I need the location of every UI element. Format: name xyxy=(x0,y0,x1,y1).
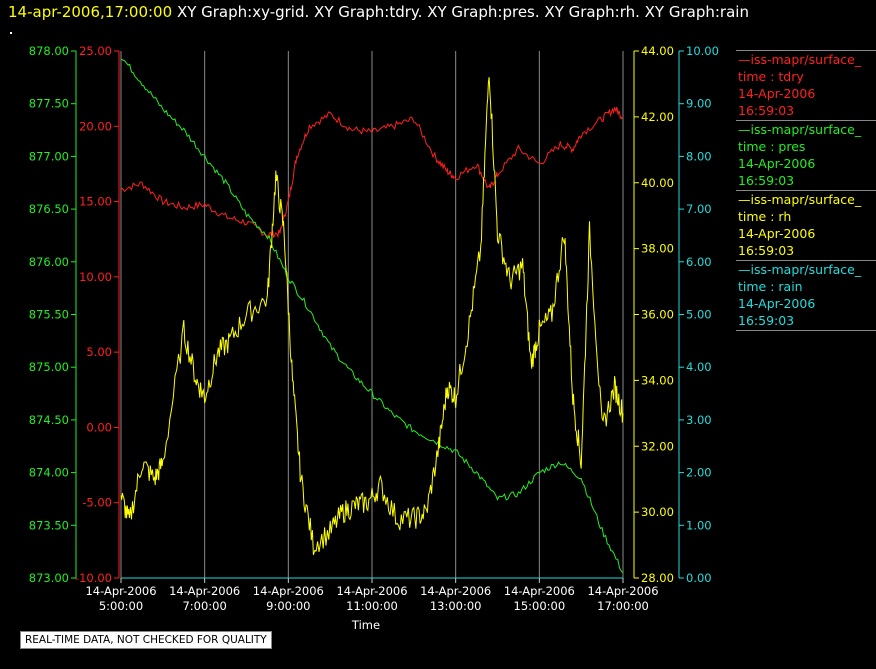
title-graph-xy-grid: XY Graph:xy-grid. xyxy=(176,3,310,21)
rain-tick-label: 6.00 xyxy=(686,255,712,269)
tdry-tick-label: 25.00 xyxy=(79,44,112,58)
pres-tick-label: 874.50 xyxy=(29,413,69,427)
x-tick-label-date: 14-Apr-2006 xyxy=(504,584,575,598)
title-graph-tdry: XY Graph:tdry. xyxy=(314,3,423,21)
x-tick-label-time: 13:00:00 xyxy=(430,599,482,613)
legend-var: time : pres xyxy=(738,139,806,154)
rain-tick-label: 3.00 xyxy=(686,413,712,427)
x-tick-label-time: 9:00:00 xyxy=(266,599,310,613)
tdry-tick-label: -10.00 xyxy=(75,571,112,585)
tdry-tick-label: 15.00 xyxy=(79,195,112,209)
legend: —iss-mapr/surface_ time : tdry 14-Apr-20… xyxy=(736,50,876,331)
series-tdry-line xyxy=(120,106,624,239)
x-tick-label-date: 14-Apr-2006 xyxy=(587,584,658,598)
legend-entry-rain[interactable]: —iss-mapr/surface_ time : rain 14-Apr-20… xyxy=(736,260,876,330)
x-tick-label-date: 14-Apr-2006 xyxy=(85,584,156,598)
rh-tick-label: 40.00 xyxy=(641,176,674,190)
series-rh-line xyxy=(120,77,624,556)
legend-entry-pres[interactable]: —iss-mapr/surface_ time : pres 14-Apr-20… xyxy=(736,120,876,190)
series-pres-line xyxy=(120,58,624,574)
x-tick-label-date: 14-Apr-2006 xyxy=(169,584,240,598)
pres-tick-label: 876.00 xyxy=(29,255,69,269)
legend-date: 14-Apr-2006 xyxy=(738,86,816,101)
x-tick-label-date: 14-Apr-2006 xyxy=(253,584,324,598)
legend-entry-tdry[interactable]: —iss-mapr/surface_ time : tdry 14-Apr-20… xyxy=(736,50,876,120)
pres-tick-label: 877.00 xyxy=(29,149,69,163)
pres-tick-label: 876.50 xyxy=(29,202,69,216)
rh-tick-label: 36.00 xyxy=(641,308,674,322)
x-tick-label-date: 14-Apr-2006 xyxy=(336,584,407,598)
legend-var: time : rh xyxy=(738,209,792,224)
x-tick-label-date: 14-Apr-2006 xyxy=(420,584,491,598)
marker-dot xyxy=(10,32,12,34)
x-tick-label-time: 5:00:00 xyxy=(99,599,143,613)
rh-tick-label: 42.00 xyxy=(641,110,674,124)
rain-tick-label: 5.00 xyxy=(686,308,712,322)
title-datetime: 14-apr-2006,17:00:00 xyxy=(8,3,173,21)
quality-note: REAL-TIME DATA, NOT CHECKED FOR QUALITY xyxy=(20,631,272,649)
legend-source: —iss-mapr/surface_ xyxy=(738,192,862,207)
legend-date: 14-Apr-2006 xyxy=(738,226,816,241)
x-tick-label-time: 11:00:00 xyxy=(346,599,398,613)
x-tick-label-time: 15:00:00 xyxy=(514,599,566,613)
rain-tick-label: 10.00 xyxy=(686,44,719,58)
rh-tick-label: 28.00 xyxy=(641,571,674,585)
x-tick-label-time: 7:00:00 xyxy=(182,599,226,613)
legend-divider xyxy=(736,330,876,331)
rain-tick-label: 7.00 xyxy=(686,202,712,216)
tdry-tick-label: 0.00 xyxy=(86,420,112,434)
legend-time: 16:59:03 xyxy=(738,103,795,118)
legend-var: time : tdry xyxy=(738,69,804,84)
tdry-tick-label: 5.00 xyxy=(86,345,112,359)
graph-title: 14-apr-2006,17:00:00 XY Graph:xy-grid. X… xyxy=(8,3,749,21)
pres-tick-label: 874.00 xyxy=(29,466,69,480)
pres-tick-label: 877.50 xyxy=(29,97,69,111)
rain-tick-label: 8.00 xyxy=(686,149,712,163)
rh-tick-label: 44.00 xyxy=(641,44,674,58)
rain-tick-label: 2.00 xyxy=(686,466,712,480)
rh-tick-label: 38.00 xyxy=(641,242,674,256)
title-graph-pres: XY Graph:pres. xyxy=(427,3,540,21)
rh-tick-label: 34.00 xyxy=(641,373,674,387)
rain-tick-label: 1.00 xyxy=(686,518,712,532)
tdry-tick-label: 10.00 xyxy=(79,270,112,284)
title-graph-rh: XY Graph:rh. xyxy=(544,3,640,21)
legend-entry-rh[interactable]: —iss-mapr/surface_ time : rh 14-Apr-2006… xyxy=(736,190,876,260)
rain-tick-label: 4.00 xyxy=(686,360,712,374)
rain-tick-label: 0.00 xyxy=(686,571,712,585)
pres-tick-label: 873.00 xyxy=(29,571,69,585)
rh-tick-label: 32.00 xyxy=(641,439,674,453)
legend-time: 16:59:03 xyxy=(738,173,795,188)
legend-var: time : rain xyxy=(738,279,803,294)
pres-tick-label: 878.00 xyxy=(29,44,69,58)
legend-time: 16:59:03 xyxy=(738,313,795,328)
tdry-tick-label: -5.00 xyxy=(82,496,112,510)
legend-date: 14-Apr-2006 xyxy=(738,156,816,171)
pres-tick-label: 873.50 xyxy=(29,518,69,532)
x-tick-label-time: 17:00:00 xyxy=(597,599,649,613)
legend-source: —iss-mapr/surface_ xyxy=(738,122,862,137)
pres-tick-label: 875.00 xyxy=(29,360,69,374)
rain-tick-label: 9.00 xyxy=(686,97,712,111)
rh-tick-label: 30.00 xyxy=(641,505,674,519)
x-axis-label: Time xyxy=(351,618,380,632)
legend-source: —iss-mapr/surface_ xyxy=(738,262,862,277)
legend-date: 14-Apr-2006 xyxy=(738,296,816,311)
tdry-tick-label: 20.00 xyxy=(79,119,112,133)
legend-source: —iss-mapr/surface_ xyxy=(738,52,862,67)
legend-time: 16:59:03 xyxy=(738,243,795,258)
pres-tick-label: 875.50 xyxy=(29,308,69,322)
title-graph-rain: XY Graph:rain xyxy=(644,3,749,21)
